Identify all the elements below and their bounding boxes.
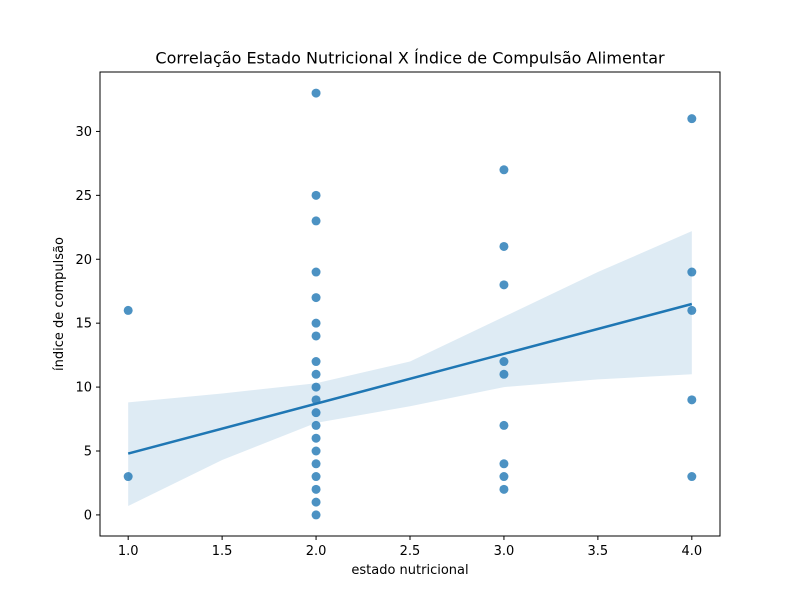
- data-point: [687, 267, 697, 277]
- data-point: [499, 484, 509, 494]
- chart-title: Correlação Estado Nutricional X Índice d…: [155, 49, 665, 68]
- data-point: [311, 293, 321, 303]
- x-tick-label: 2.0: [306, 544, 327, 559]
- data-point: [311, 318, 321, 328]
- data-point: [311, 331, 321, 341]
- data-point: [499, 280, 509, 290]
- data-point: [687, 395, 697, 405]
- data-point: [123, 305, 133, 315]
- x-tick-label: 2.5: [400, 544, 421, 559]
- data-point: [311, 357, 321, 367]
- data-point: [311, 382, 321, 392]
- data-point: [311, 472, 321, 482]
- data-point: [311, 408, 321, 418]
- data-point: [499, 165, 509, 175]
- y-axis-ticks: 0 5 10 15 20 25 30: [75, 125, 100, 523]
- data-point: [687, 305, 697, 315]
- data-point: [687, 114, 697, 124]
- data-point: [123, 472, 133, 482]
- y-tick-label: 20: [75, 253, 92, 268]
- data-point: [311, 433, 321, 443]
- x-tick-label: 4.0: [681, 544, 702, 559]
- y-tick-label: 0: [84, 508, 92, 523]
- regression-line-layer: [127, 302, 693, 455]
- x-tick-label: 3.5: [588, 544, 609, 559]
- data-point: [311, 190, 321, 200]
- data-points-layer: [123, 88, 697, 520]
- x-axis-label: estado nutricional: [351, 563, 468, 578]
- data-point: [499, 369, 509, 379]
- data-point: [311, 459, 321, 469]
- data-point: [499, 420, 509, 430]
- data-point: [499, 459, 509, 469]
- x-tick-label: 1.5: [212, 544, 233, 559]
- data-point: [311, 484, 321, 494]
- data-point: [687, 472, 697, 482]
- data-point: [311, 446, 321, 456]
- y-tick-label: 25: [75, 189, 92, 204]
- data-point: [311, 395, 321, 405]
- y-tick-label: 30: [75, 125, 92, 140]
- data-point: [499, 241, 509, 251]
- data-point: [311, 420, 321, 430]
- x-tick-label: 3.0: [494, 544, 515, 559]
- y-tick-label: 15: [75, 317, 92, 332]
- data-point: [311, 510, 321, 520]
- regression-line: [127, 302, 693, 455]
- y-tick-label: 5: [84, 444, 92, 459]
- x-axis-ticks: 1.0 1.5 2.0 2.5 3.0 3.5 4.0: [118, 536, 702, 559]
- data-point: [311, 267, 321, 277]
- data-point: [311, 497, 321, 507]
- data-point: [499, 357, 509, 367]
- data-point: [311, 216, 321, 226]
- confidence-band-layer: [128, 231, 692, 506]
- data-point: [311, 369, 321, 379]
- x-tick-label: 1.0: [118, 544, 139, 559]
- y-tick-label: 10: [75, 381, 92, 396]
- data-point: [311, 88, 321, 98]
- confidence-band: [128, 231, 692, 506]
- data-point: [499, 472, 509, 482]
- y-axis-label: índice de compulsão: [52, 237, 67, 371]
